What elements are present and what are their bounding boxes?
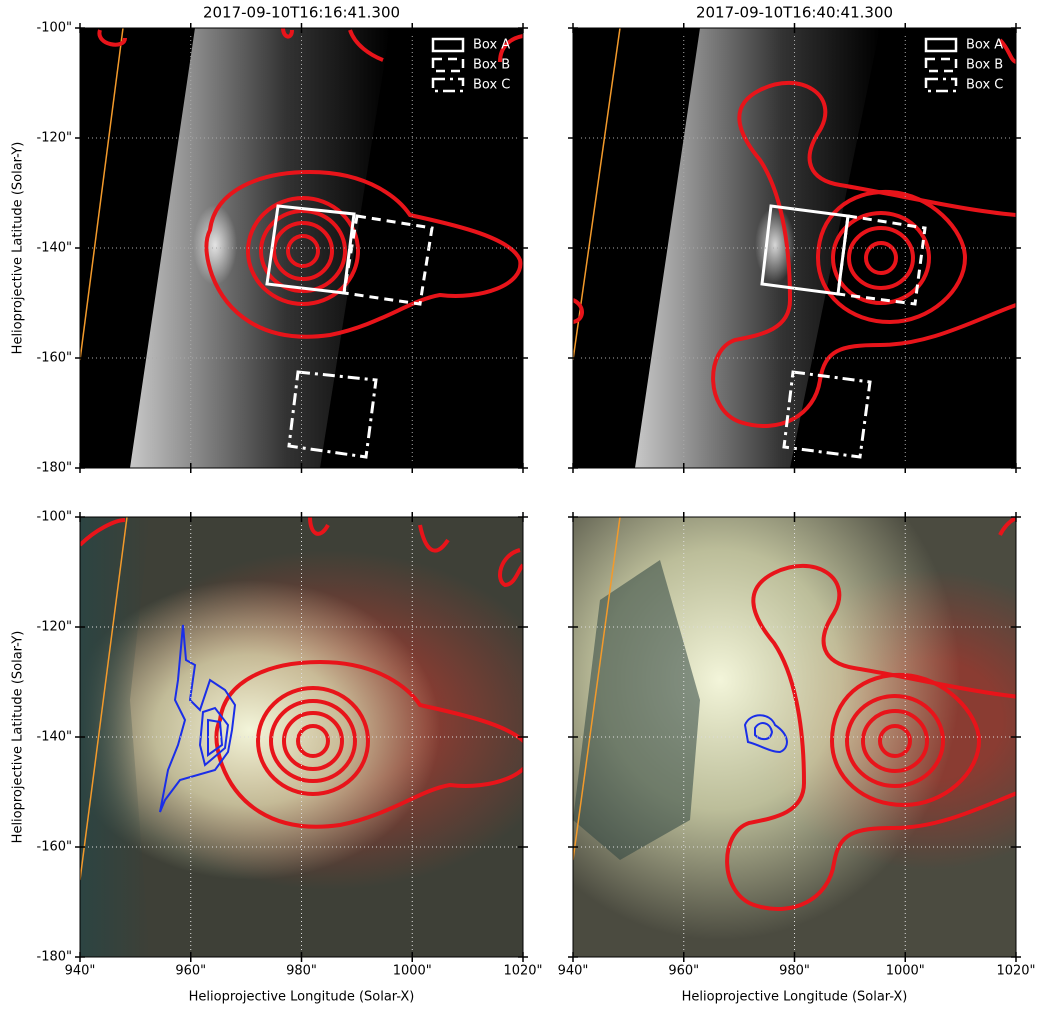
y-tick-label: -120" xyxy=(37,131,72,146)
x-tick-label: 960" xyxy=(175,964,206,979)
legend-key xyxy=(431,57,465,73)
panel-title: 2017-09-10T16:40:41.300 xyxy=(696,4,893,22)
y-tick-label: -180" xyxy=(37,950,72,965)
legend-key xyxy=(431,77,465,93)
legend-label: Box A xyxy=(966,38,1003,53)
legend-label: Box C xyxy=(473,78,510,93)
x-axis-label: Helioprojective Longitude (Solar-X) xyxy=(189,990,415,1005)
y-tick-label: -140" xyxy=(37,241,72,256)
x-tick-label: 980" xyxy=(286,964,317,979)
y-tick-label: -120" xyxy=(37,620,72,635)
legend-key xyxy=(431,37,465,53)
y-axis-label: Helioprojective Latitude (Solar-Y) xyxy=(11,142,26,355)
x-tick-label: 1000" xyxy=(393,964,432,979)
x-tick-label: 960" xyxy=(668,964,699,979)
legend-key xyxy=(924,37,958,53)
x-tick-label: 980" xyxy=(779,964,810,979)
y-tick-label: -160" xyxy=(37,840,72,855)
y-tick-label: -180" xyxy=(37,461,72,476)
legend-label: Box B xyxy=(966,58,1003,73)
x-tick-label: 1020" xyxy=(996,964,1035,979)
legend-key xyxy=(924,77,958,93)
x-tick-label: 1000" xyxy=(886,964,925,979)
y-tick-label: -160" xyxy=(37,351,72,366)
legend-label: Box B xyxy=(473,58,510,73)
legend-label: Box C xyxy=(966,78,1003,93)
y-tick-label: -100" xyxy=(37,21,72,36)
legend-key xyxy=(924,57,958,73)
x-tick-label: 940" xyxy=(65,964,96,979)
x-tick-label: 940" xyxy=(558,964,589,979)
panel-frame xyxy=(572,27,1017,469)
x-tick-label: 1020" xyxy=(503,964,542,979)
panel-frame xyxy=(79,27,524,469)
panel-title: 2017-09-10T16:16:41.300 xyxy=(203,4,400,22)
panel-frame xyxy=(79,516,524,958)
x-axis-label: Helioprojective Longitude (Solar-X) xyxy=(682,990,908,1005)
legend-label: Box A xyxy=(473,38,510,53)
y-tick-label: -140" xyxy=(37,730,72,745)
panel-image xyxy=(573,517,1016,957)
y-axis-label: Helioprojective Latitude (Solar-Y) xyxy=(11,631,26,844)
panel-frame xyxy=(572,516,1017,958)
panel-image xyxy=(80,517,523,957)
y-tick-label: -100" xyxy=(37,510,72,525)
